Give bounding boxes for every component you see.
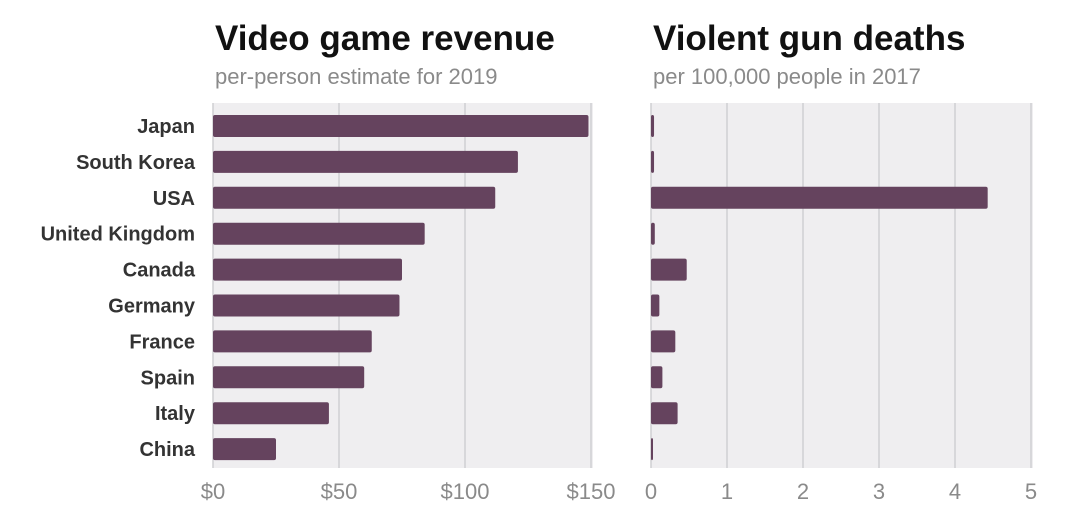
bar-italy [651,402,678,425]
bar-china [651,438,653,461]
category-label: Italy [155,403,196,425]
bar-france [213,330,372,353]
bar-japan [213,115,589,137]
plot-background [651,103,1033,468]
tick-label: 3 [873,479,885,504]
category-label: South Korea [76,152,196,174]
bar-germany [213,294,400,317]
bar-south-korea [651,150,655,173]
tick-label: $100 [441,479,490,504]
tick-label: 1 [721,479,733,504]
bar-france [651,330,676,353]
category-label: France [129,331,195,353]
category-label: Canada [123,260,196,282]
tick-label: $150 [567,479,616,504]
category-label: China [139,439,195,461]
bar-united-kingdom [651,222,655,245]
bar-spain [651,366,663,389]
category-label: USA [153,188,195,210]
bar-china [213,438,276,461]
category-label: United Kingdom [41,224,195,246]
chart-subtitle: per 100,000 people in 2017 [653,64,921,89]
bar-usa [213,186,496,209]
chart-title: Video game revenue [215,19,555,58]
tick-label: $50 [321,479,358,504]
bar-spain [213,366,365,389]
bar-canada [651,258,687,281]
category-label: Spain [141,367,195,389]
bar-usa [651,186,988,209]
tick-label: $0 [201,479,225,504]
chart-subtitle: per-person estimate for 2019 [215,64,498,89]
bar-south-korea [213,150,518,173]
tick-label: 0 [645,479,657,504]
tick-label: 4 [949,479,961,504]
bar-canada [213,258,402,281]
bar-united-kingdom [213,222,425,245]
category-label: Germany [108,296,196,318]
tick-label: 5 [1025,479,1037,504]
bar-germany [651,294,660,317]
bar-italy [213,402,329,425]
bar-japan [651,115,655,137]
chart-title: Violent gun deaths [653,19,965,58]
tick-label: 2 [797,479,809,504]
category-label: Japan [137,116,195,138]
